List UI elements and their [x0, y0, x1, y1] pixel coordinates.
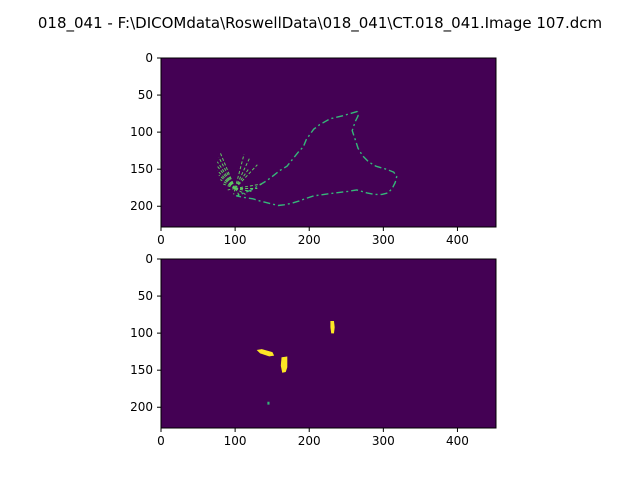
image-content: [256, 320, 335, 405]
body-outline: [235, 110, 398, 207]
fan-streak-8: [223, 183, 236, 189]
x-tick-label: 200: [298, 233, 321, 247]
fan-streak-19: [234, 154, 245, 189]
y-tick-label: 0: [145, 252, 153, 266]
y-tick-label: 150: [130, 162, 153, 176]
mask-blob-1: [256, 349, 275, 357]
y-tick-label: 200: [130, 400, 153, 414]
fan-streak-10: [233, 188, 236, 195]
y-tick-label: 100: [130, 326, 153, 340]
fan-streak-9: [227, 187, 236, 191]
fan-streak-2: [218, 157, 236, 189]
image-background: [161, 259, 496, 428]
fan-streak-6: [218, 174, 236, 189]
image-content: [216, 110, 398, 207]
image-background: [161, 58, 496, 227]
x-tick-label: 400: [446, 233, 469, 247]
y-tick-label: 50: [138, 88, 153, 102]
y-tick-label: 50: [138, 289, 153, 303]
fan-streak-7: [220, 179, 236, 189]
y-tick-label: 100: [130, 125, 153, 139]
axes-frame: [160, 57, 497, 228]
figure-title: 018_041 - F:\DICOMdata\RoswellData\018_0…: [37, 14, 603, 32]
panel-1: 0 100 200 300 400 0 50 100 150 200: [130, 51, 497, 247]
x-tick-label: 0: [157, 434, 165, 448]
fan-streak-1: [219, 152, 236, 189]
y-tick-label: 150: [130, 363, 153, 377]
fan-streak-18: [234, 157, 251, 189]
mask-blob-4: [267, 401, 270, 405]
y-tick-label: 200: [130, 199, 153, 213]
x-tick-label: 100: [224, 434, 247, 448]
axes-frame: [160, 258, 497, 429]
x-tick-label: 300: [372, 233, 395, 247]
fan-streak-11: [234, 188, 240, 197]
x-tick-label: 200: [298, 434, 321, 448]
mask-blob-2: [280, 356, 288, 373]
fan-streak-17: [234, 164, 258, 189]
x-tick-label: 400: [446, 434, 469, 448]
x-tick-label: 100: [224, 233, 247, 247]
panel-2: 0 100 200 300 400 0 50 100 150 200: [130, 252, 497, 448]
mask-blob-3: [330, 320, 335, 334]
x-tick-label: 0: [157, 233, 165, 247]
fan-streak-16: [234, 168, 249, 189]
x-tick-label: 300: [372, 434, 395, 448]
fan-streak-5: [216, 170, 236, 189]
fan-streak-15: [235, 183, 262, 189]
y-tick-label: 0: [145, 51, 153, 65]
fan-streak-12: [234, 188, 246, 195]
